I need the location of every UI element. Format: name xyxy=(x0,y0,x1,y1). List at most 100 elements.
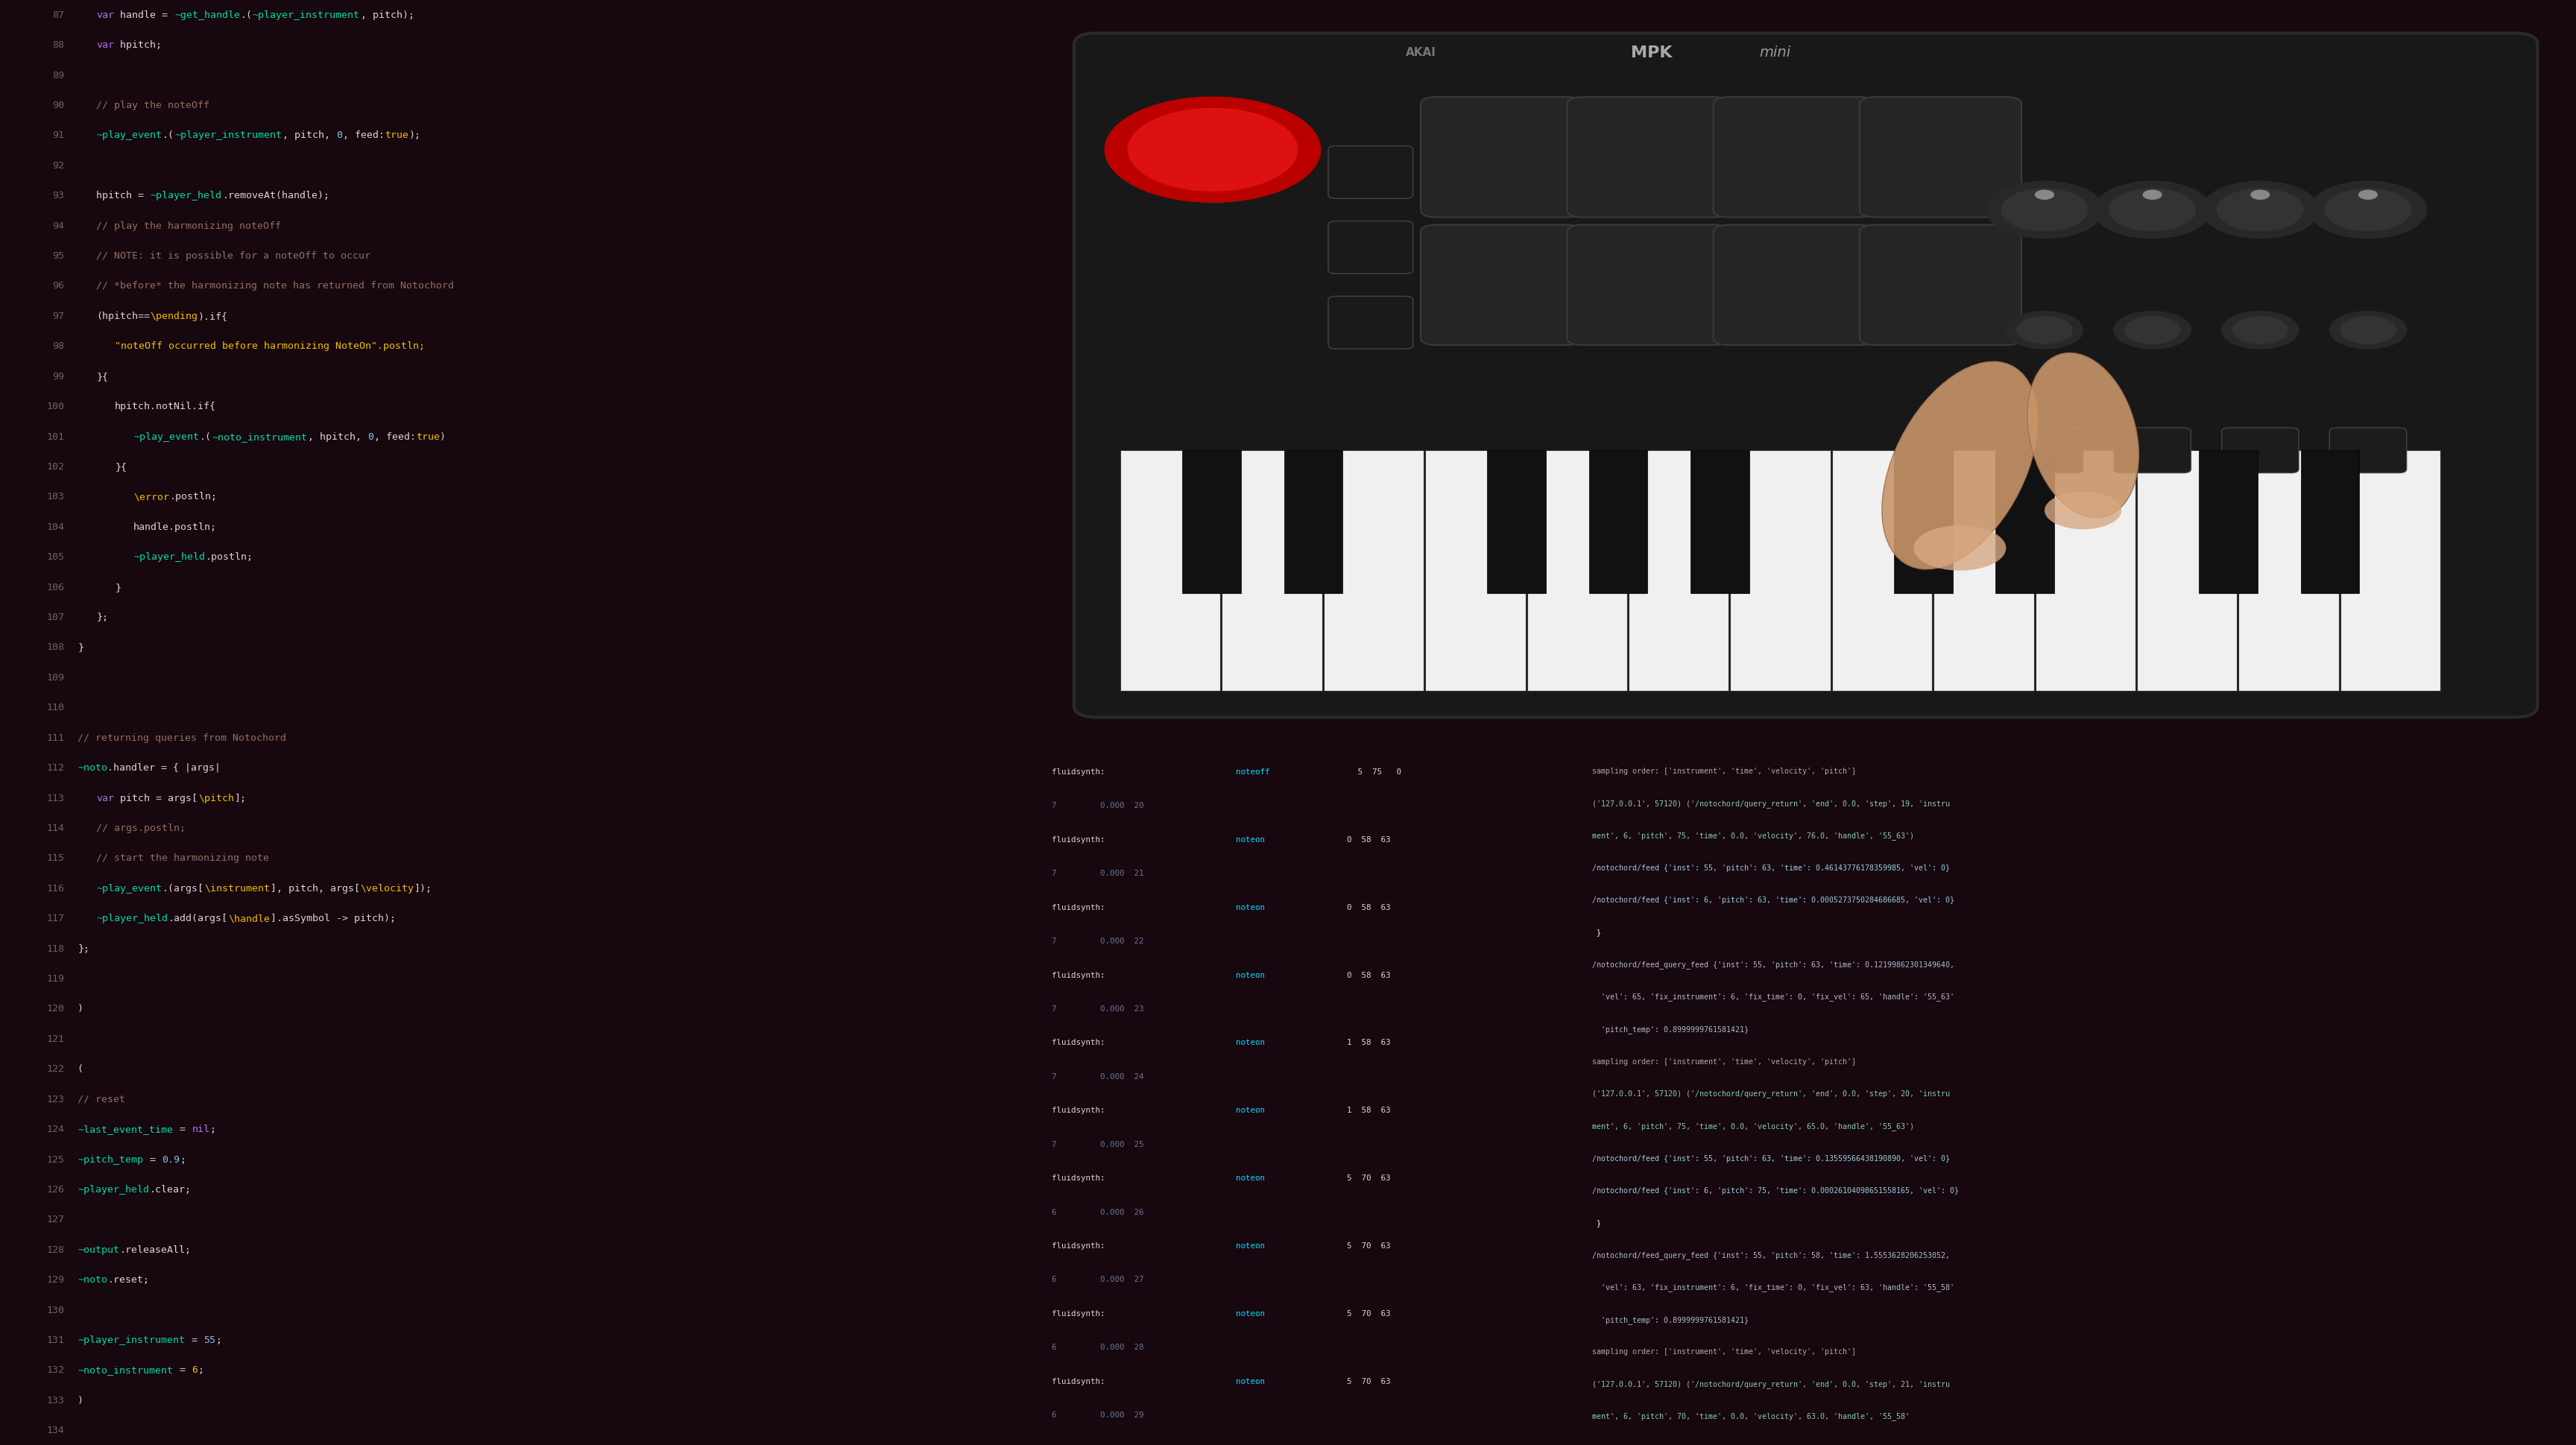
Text: 7         0.000  25: 7 0.000 25 xyxy=(1051,1140,1144,1147)
Text: "noteOff occurred before harmonizing NoteOn".postln;: "noteOff occurred before harmonizing Not… xyxy=(116,341,425,351)
FancyBboxPatch shape xyxy=(1074,33,2537,718)
Text: 1  58  63: 1 58 63 xyxy=(1327,1039,1391,1046)
Text: 7         0.000  23: 7 0.000 23 xyxy=(1051,1004,1144,1013)
Text: ~noto: ~noto xyxy=(77,763,108,773)
Text: 89: 89 xyxy=(52,71,64,79)
Text: fluidsynth:: fluidsynth: xyxy=(1051,903,1110,910)
FancyBboxPatch shape xyxy=(1713,98,1875,218)
Text: };: }; xyxy=(77,944,90,954)
Text: 108: 108 xyxy=(46,643,64,652)
Circle shape xyxy=(2360,191,2378,199)
Text: ~pitch_temp: ~pitch_temp xyxy=(77,1155,144,1163)
Text: // start the harmonizing note: // start the harmonizing note xyxy=(95,853,270,863)
Bar xyxy=(2300,451,2360,594)
Text: noteoff: noteoff xyxy=(1236,767,1270,776)
Text: hpitch =: hpitch = xyxy=(95,191,149,201)
Text: , feed:: , feed: xyxy=(374,432,415,441)
Text: 107: 107 xyxy=(46,613,64,621)
Text: pitch = args[: pitch = args[ xyxy=(113,793,198,802)
Text: 5  70  63: 5 70 63 xyxy=(1327,1377,1391,1384)
Circle shape xyxy=(2115,312,2190,350)
Text: ment', 6, 'pitch', 75, 'time', 0.0, 'velocity', 76.0, 'handle', '55_63'): ment', 6, 'pitch', 75, 'time', 0.0, 'vel… xyxy=(1592,831,1914,840)
Text: =: = xyxy=(173,1366,191,1374)
Text: /notochord/feed {'inst': 55, 'pitch': 63, 'time': 0.46143776178359985, 'vel': 0}: /notochord/feed {'inst': 55, 'pitch': 63… xyxy=(1592,864,1950,871)
Text: 93: 93 xyxy=(52,191,64,201)
Circle shape xyxy=(1986,182,2102,238)
FancyBboxPatch shape xyxy=(1329,221,1414,275)
Circle shape xyxy=(2342,316,2396,344)
Text: ): ) xyxy=(77,1394,82,1405)
Text: 106: 106 xyxy=(46,582,64,592)
Text: noteon: noteon xyxy=(1236,1039,1265,1046)
Text: 91: 91 xyxy=(52,130,64,140)
FancyBboxPatch shape xyxy=(2007,428,2084,474)
Text: MPK: MPK xyxy=(1631,45,1672,61)
FancyBboxPatch shape xyxy=(1329,296,1414,350)
Text: ment', 6, 'pitch', 75, 'time', 0.0, 'velocity', 65.0, 'handle', '55_63'): ment', 6, 'pitch', 75, 'time', 0.0, 'vel… xyxy=(1592,1121,1914,1130)
Text: 7         0.000  20: 7 0.000 20 xyxy=(1051,802,1144,809)
Text: 104: 104 xyxy=(46,522,64,532)
Circle shape xyxy=(1105,98,1321,202)
Text: 124: 124 xyxy=(46,1124,64,1134)
Text: true: true xyxy=(384,130,410,140)
FancyBboxPatch shape xyxy=(1713,225,1875,345)
Circle shape xyxy=(2311,182,2427,238)
Text: handle.postln;: handle.postln; xyxy=(134,522,216,532)
Text: .(: .( xyxy=(240,10,252,20)
Circle shape xyxy=(2002,189,2087,231)
Text: 0  58  63: 0 58 63 xyxy=(1327,903,1391,910)
Text: // args.postln;: // args.postln; xyxy=(95,824,185,832)
Text: 95: 95 xyxy=(52,251,64,260)
Text: // play the harmonizing noteOff: // play the harmonizing noteOff xyxy=(95,221,281,231)
Text: noteon: noteon xyxy=(1236,1241,1265,1248)
Text: 127: 127 xyxy=(46,1214,64,1224)
Text: 'pitch_temp': 0.8999999761581421}: 'pitch_temp': 0.8999999761581421} xyxy=(1592,1025,1749,1033)
Text: 134: 134 xyxy=(46,1425,64,1435)
Text: 0  58  63: 0 58 63 xyxy=(1327,971,1391,978)
Text: ('127.0.0.1', 57120) ('/notochord/query_return', 'end', 0.0, 'step', 20, 'instru: ('127.0.0.1', 57120) ('/notochord/query_… xyxy=(1592,1090,1950,1097)
Text: ;: ; xyxy=(209,1124,216,1134)
Text: ).if{: ).if{ xyxy=(198,311,229,321)
Text: .reset;: .reset; xyxy=(108,1274,149,1285)
Text: noteon: noteon xyxy=(1236,1107,1265,1114)
Text: \pitch: \pitch xyxy=(198,793,234,802)
Bar xyxy=(1182,451,1242,594)
FancyBboxPatch shape xyxy=(1329,146,1414,199)
Text: }{: }{ xyxy=(116,462,126,471)
Text: hpitch.notNil.if{: hpitch.notNil.if{ xyxy=(116,402,216,412)
Text: 121: 121 xyxy=(46,1033,64,1043)
Text: fluidsynth:: fluidsynth: xyxy=(1051,1173,1110,1182)
Text: =: = xyxy=(173,1124,191,1134)
FancyBboxPatch shape xyxy=(1422,98,1582,218)
Bar xyxy=(1893,451,1953,594)
Text: ~noto_instrument: ~noto_instrument xyxy=(77,1366,173,1374)
Bar xyxy=(2342,451,2439,691)
Text: hpitch;: hpitch; xyxy=(113,40,162,51)
Text: // returning queries from Notochord: // returning queries from Notochord xyxy=(77,733,286,743)
Text: fluidsynth:: fluidsynth: xyxy=(1051,1039,1110,1046)
Text: 'vel': 65, 'fix_instrument': 6, 'fix_time': 0, 'fix_vel': 65, 'handle': '55_63': 'vel': 65, 'fix_instrument': 6, 'fix_tim… xyxy=(1592,993,1955,1000)
Text: var: var xyxy=(95,40,113,51)
Text: fluidsynth:: fluidsynth: xyxy=(1051,1241,1110,1248)
Text: 128: 128 xyxy=(46,1244,64,1254)
Text: nil: nil xyxy=(191,1124,209,1134)
Text: .releaseAll;: .releaseAll; xyxy=(118,1244,191,1254)
Bar xyxy=(1528,451,1628,691)
Text: fluidsynth:: fluidsynth: xyxy=(1051,1309,1110,1316)
Text: 101: 101 xyxy=(46,432,64,441)
Text: ;: ; xyxy=(180,1155,185,1163)
Text: AKAI: AKAI xyxy=(1406,48,1435,58)
Text: }: } xyxy=(1592,928,1602,936)
Text: 1  58  63: 1 58 63 xyxy=(1327,1107,1391,1114)
Text: 110: 110 xyxy=(46,702,64,712)
Text: noteon: noteon xyxy=(1236,1309,1265,1316)
Text: ~player_held: ~player_held xyxy=(134,552,206,562)
Text: 0.9: 0.9 xyxy=(162,1155,180,1163)
Text: fluidsynth:: fluidsynth: xyxy=(1051,835,1110,842)
Text: fluidsynth:: fluidsynth: xyxy=(1051,1107,1110,1114)
Text: \handle: \handle xyxy=(229,913,270,923)
Text: 132: 132 xyxy=(46,1366,64,1374)
Text: 94: 94 xyxy=(52,221,64,231)
Text: // NOTE: it is possible for a noteOff to occur: // NOTE: it is possible for a noteOff to… xyxy=(95,251,371,260)
Text: .(: .( xyxy=(162,130,175,140)
